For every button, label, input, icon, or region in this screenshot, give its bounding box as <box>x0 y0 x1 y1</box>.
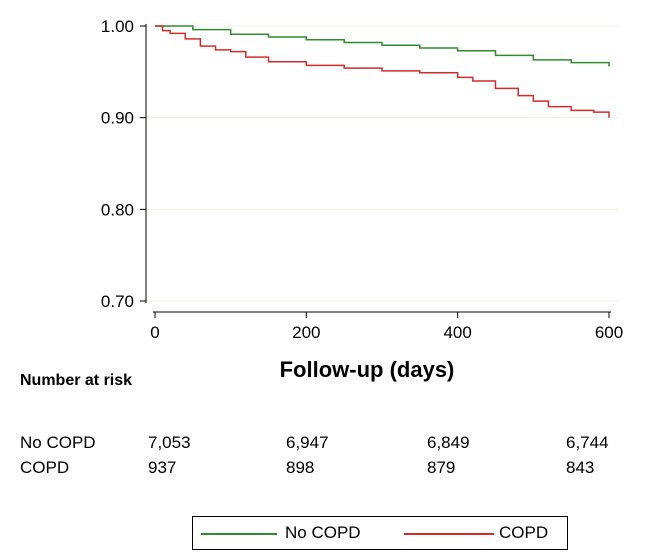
x-axis-label: Follow-up (days) <box>280 357 455 382</box>
risk-cell: 898 <box>286 458 315 477</box>
y-tick-label: 1.00 <box>101 17 134 36</box>
grid-lines <box>146 25 618 302</box>
x-tick-label: 200 <box>292 323 320 342</box>
y-tick-label: 0.70 <box>101 292 134 311</box>
y-ticks: 0.70 0.80 0.90 1.00 <box>101 17 146 311</box>
risk-row-label: COPD <box>20 458 70 477</box>
risk-cell: 843 <box>566 458 595 477</box>
risk-table-title: Number at risk <box>20 372 133 389</box>
x-tick-label: 600 <box>595 323 623 342</box>
series-line-copd <box>155 25 610 118</box>
y-tick-label: 0.90 <box>101 109 134 128</box>
risk-cell: 879 <box>427 458 456 477</box>
legend-label-no-copd: No COPD <box>285 523 361 542</box>
legend-label-copd: COPD <box>499 523 549 542</box>
x-tick-label: 400 <box>443 323 471 342</box>
x-tick-label: 0 <box>150 323 159 342</box>
x-ticks: 0 200 400 600 <box>150 312 623 342</box>
y-tick-label: 0.80 <box>101 200 134 219</box>
risk-cell: 6,744 <box>566 433 609 452</box>
risk-cell: 937 <box>148 458 177 477</box>
series-lines <box>155 25 610 118</box>
risk-row-label: No COPD <box>20 433 96 452</box>
risk-cell: 6,947 <box>286 433 329 452</box>
risk-cell: 6,849 <box>427 433 470 452</box>
legend: No COPD COPD <box>192 516 568 550</box>
series-line-no-copd <box>155 25 610 67</box>
km-chart: 0.70 0.80 0.90 1.00 0 200 400 600 Follow-up (d… <box>101 17 623 382</box>
legend-swatch-no-copd <box>201 533 277 535</box>
legend-swatch-copd <box>404 533 494 535</box>
risk-cell: 7,053 <box>148 433 191 452</box>
